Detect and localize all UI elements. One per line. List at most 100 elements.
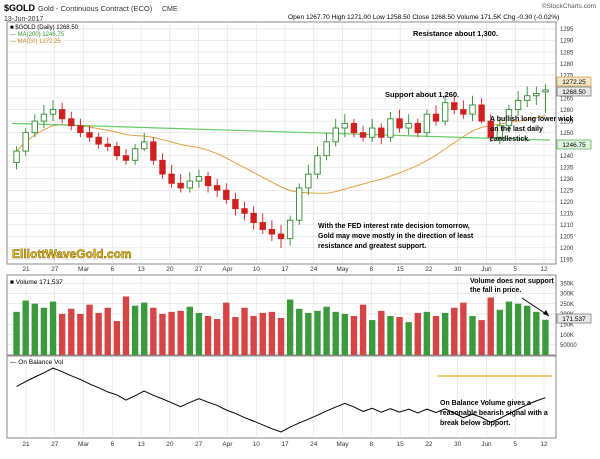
candle-body bbox=[533, 92, 540, 97]
candle-body bbox=[40, 113, 48, 122]
volume-bar bbox=[268, 311, 276, 355]
x-tick-label: 27 bbox=[51, 441, 59, 448]
candle-body bbox=[350, 122, 358, 134]
ma20-line bbox=[16, 114, 546, 194]
volume-bar bbox=[451, 307, 458, 355]
volume-bar bbox=[31, 303, 38, 355]
volume-bar bbox=[305, 312, 312, 355]
candle-body bbox=[77, 125, 84, 134]
exchange: CME bbox=[162, 6, 178, 13]
candle-body bbox=[369, 127, 376, 138]
candlesticks bbox=[13, 84, 549, 248]
x-tick-label: 22 bbox=[425, 266, 433, 273]
x-tick-label: Apr bbox=[222, 441, 233, 448]
volume-tick-label: 250K bbox=[560, 302, 574, 308]
candle-body bbox=[524, 95, 531, 101]
legend-volume: ■ Volume 171,537 bbox=[10, 279, 63, 286]
candle-body bbox=[378, 127, 385, 138]
x-tick-label: 21 bbox=[22, 266, 30, 273]
volume-bar bbox=[514, 303, 522, 355]
x-tick-label: 27 bbox=[195, 266, 203, 273]
annotation-wick-1: A bullish long lower wick bbox=[490, 116, 573, 123]
volume-bar bbox=[213, 319, 221, 355]
legend-price: ■ $GOLD (Daily) 1268.50 bbox=[10, 25, 79, 31]
volume-bar bbox=[396, 317, 403, 355]
annotation-wick-2: on the last daily bbox=[490, 126, 543, 133]
price-tick-label: 1285 bbox=[560, 50, 574, 56]
x-tick-label: 6 bbox=[111, 441, 115, 448]
price-tick-label: 1210 bbox=[560, 223, 574, 229]
candle-body bbox=[49, 109, 57, 115]
volume-bar bbox=[186, 306, 194, 355]
obv-line bbox=[16, 367, 546, 433]
x-tick-label: 10 bbox=[253, 266, 261, 273]
x-tick-label: 27 bbox=[195, 441, 203, 448]
x-tick-label: 15 bbox=[396, 441, 404, 448]
volume-bar bbox=[232, 317, 239, 355]
x-tick-label: 10 bbox=[253, 441, 261, 448]
ma200-value: 1246.75 bbox=[562, 142, 586, 149]
volume-bar bbox=[350, 315, 358, 355]
volume-bar bbox=[250, 315, 257, 355]
candle-body bbox=[305, 173, 312, 189]
instrument-name: Gold - Continuous Contract (ECO) bbox=[38, 4, 153, 13]
annotation-obv-3: break below support. bbox=[440, 420, 510, 427]
x-tick-label: 20 bbox=[166, 441, 174, 448]
price-tick-label: 1215 bbox=[560, 212, 574, 218]
price-tick-label: 1220 bbox=[560, 200, 574, 206]
volume-bar bbox=[478, 320, 485, 355]
annotation-volume-1: Volume does not support bbox=[470, 278, 555, 285]
price-tick-label: 1230 bbox=[560, 177, 574, 183]
volume-bar bbox=[95, 312, 102, 355]
x-tick-label: May bbox=[336, 441, 349, 448]
volume-value: 171.537 bbox=[562, 316, 586, 323]
volume-bar bbox=[49, 301, 57, 355]
x-tick-label: Apr bbox=[222, 266, 233, 273]
x-tick-label: 20 bbox=[166, 266, 174, 273]
candle-body bbox=[268, 228, 276, 235]
candle-body bbox=[131, 148, 139, 161]
volume-bar bbox=[122, 296, 130, 355]
x-tick-label: 5 bbox=[513, 266, 517, 273]
x-tick-label: 30 bbox=[454, 266, 462, 273]
annotation-fed-2: Gold may move mostly in the direction of… bbox=[318, 233, 474, 240]
candle-body bbox=[341, 122, 349, 129]
site-logo: ElliottWaveGold.com bbox=[12, 247, 132, 261]
volume-bar bbox=[505, 301, 513, 355]
x-tick-label: 21 bbox=[22, 441, 30, 448]
price-tick-label: 1200 bbox=[560, 246, 574, 252]
candle-body bbox=[186, 180, 193, 189]
price-tick-label: 1290 bbox=[560, 39, 574, 45]
volume-bar bbox=[13, 311, 20, 355]
volume-bar bbox=[533, 311, 540, 355]
legend-ma20: — MA(20) 1272.25 bbox=[10, 39, 61, 45]
candle-body bbox=[122, 155, 130, 161]
candle-body bbox=[204, 175, 212, 187]
annotation-fed-1: With the FED interest rate decision tomo… bbox=[318, 223, 470, 230]
candle-body bbox=[31, 120, 38, 134]
volume-arrow-head bbox=[543, 310, 549, 316]
candle-body bbox=[542, 89, 549, 93]
volume-bar bbox=[241, 307, 248, 355]
ma20-value-box bbox=[556, 76, 592, 87]
volume-bar bbox=[405, 322, 412, 355]
volume-bar bbox=[469, 315, 476, 355]
volume-bar bbox=[113, 321, 121, 355]
x-tick-label: 24 bbox=[310, 266, 318, 273]
x-tick-label: Jun bbox=[481, 266, 492, 273]
candle-body bbox=[387, 118, 394, 138]
volume-bar bbox=[168, 311, 175, 355]
volume-bar bbox=[204, 315, 212, 355]
volume-bar bbox=[496, 309, 504, 355]
price-tick-label: 1235 bbox=[560, 166, 574, 172]
legend-ma200: — MA(200) 1246.75 bbox=[10, 32, 65, 38]
x-tick-label: 8 bbox=[370, 266, 374, 273]
candle-body bbox=[223, 189, 230, 200]
volume-bar bbox=[259, 312, 266, 355]
candle-body bbox=[177, 182, 184, 189]
volume-bar bbox=[77, 313, 84, 355]
volume-bar bbox=[22, 300, 29, 355]
x-tick-label: 17 bbox=[281, 266, 289, 273]
x-tick-label: 30 bbox=[454, 441, 462, 448]
